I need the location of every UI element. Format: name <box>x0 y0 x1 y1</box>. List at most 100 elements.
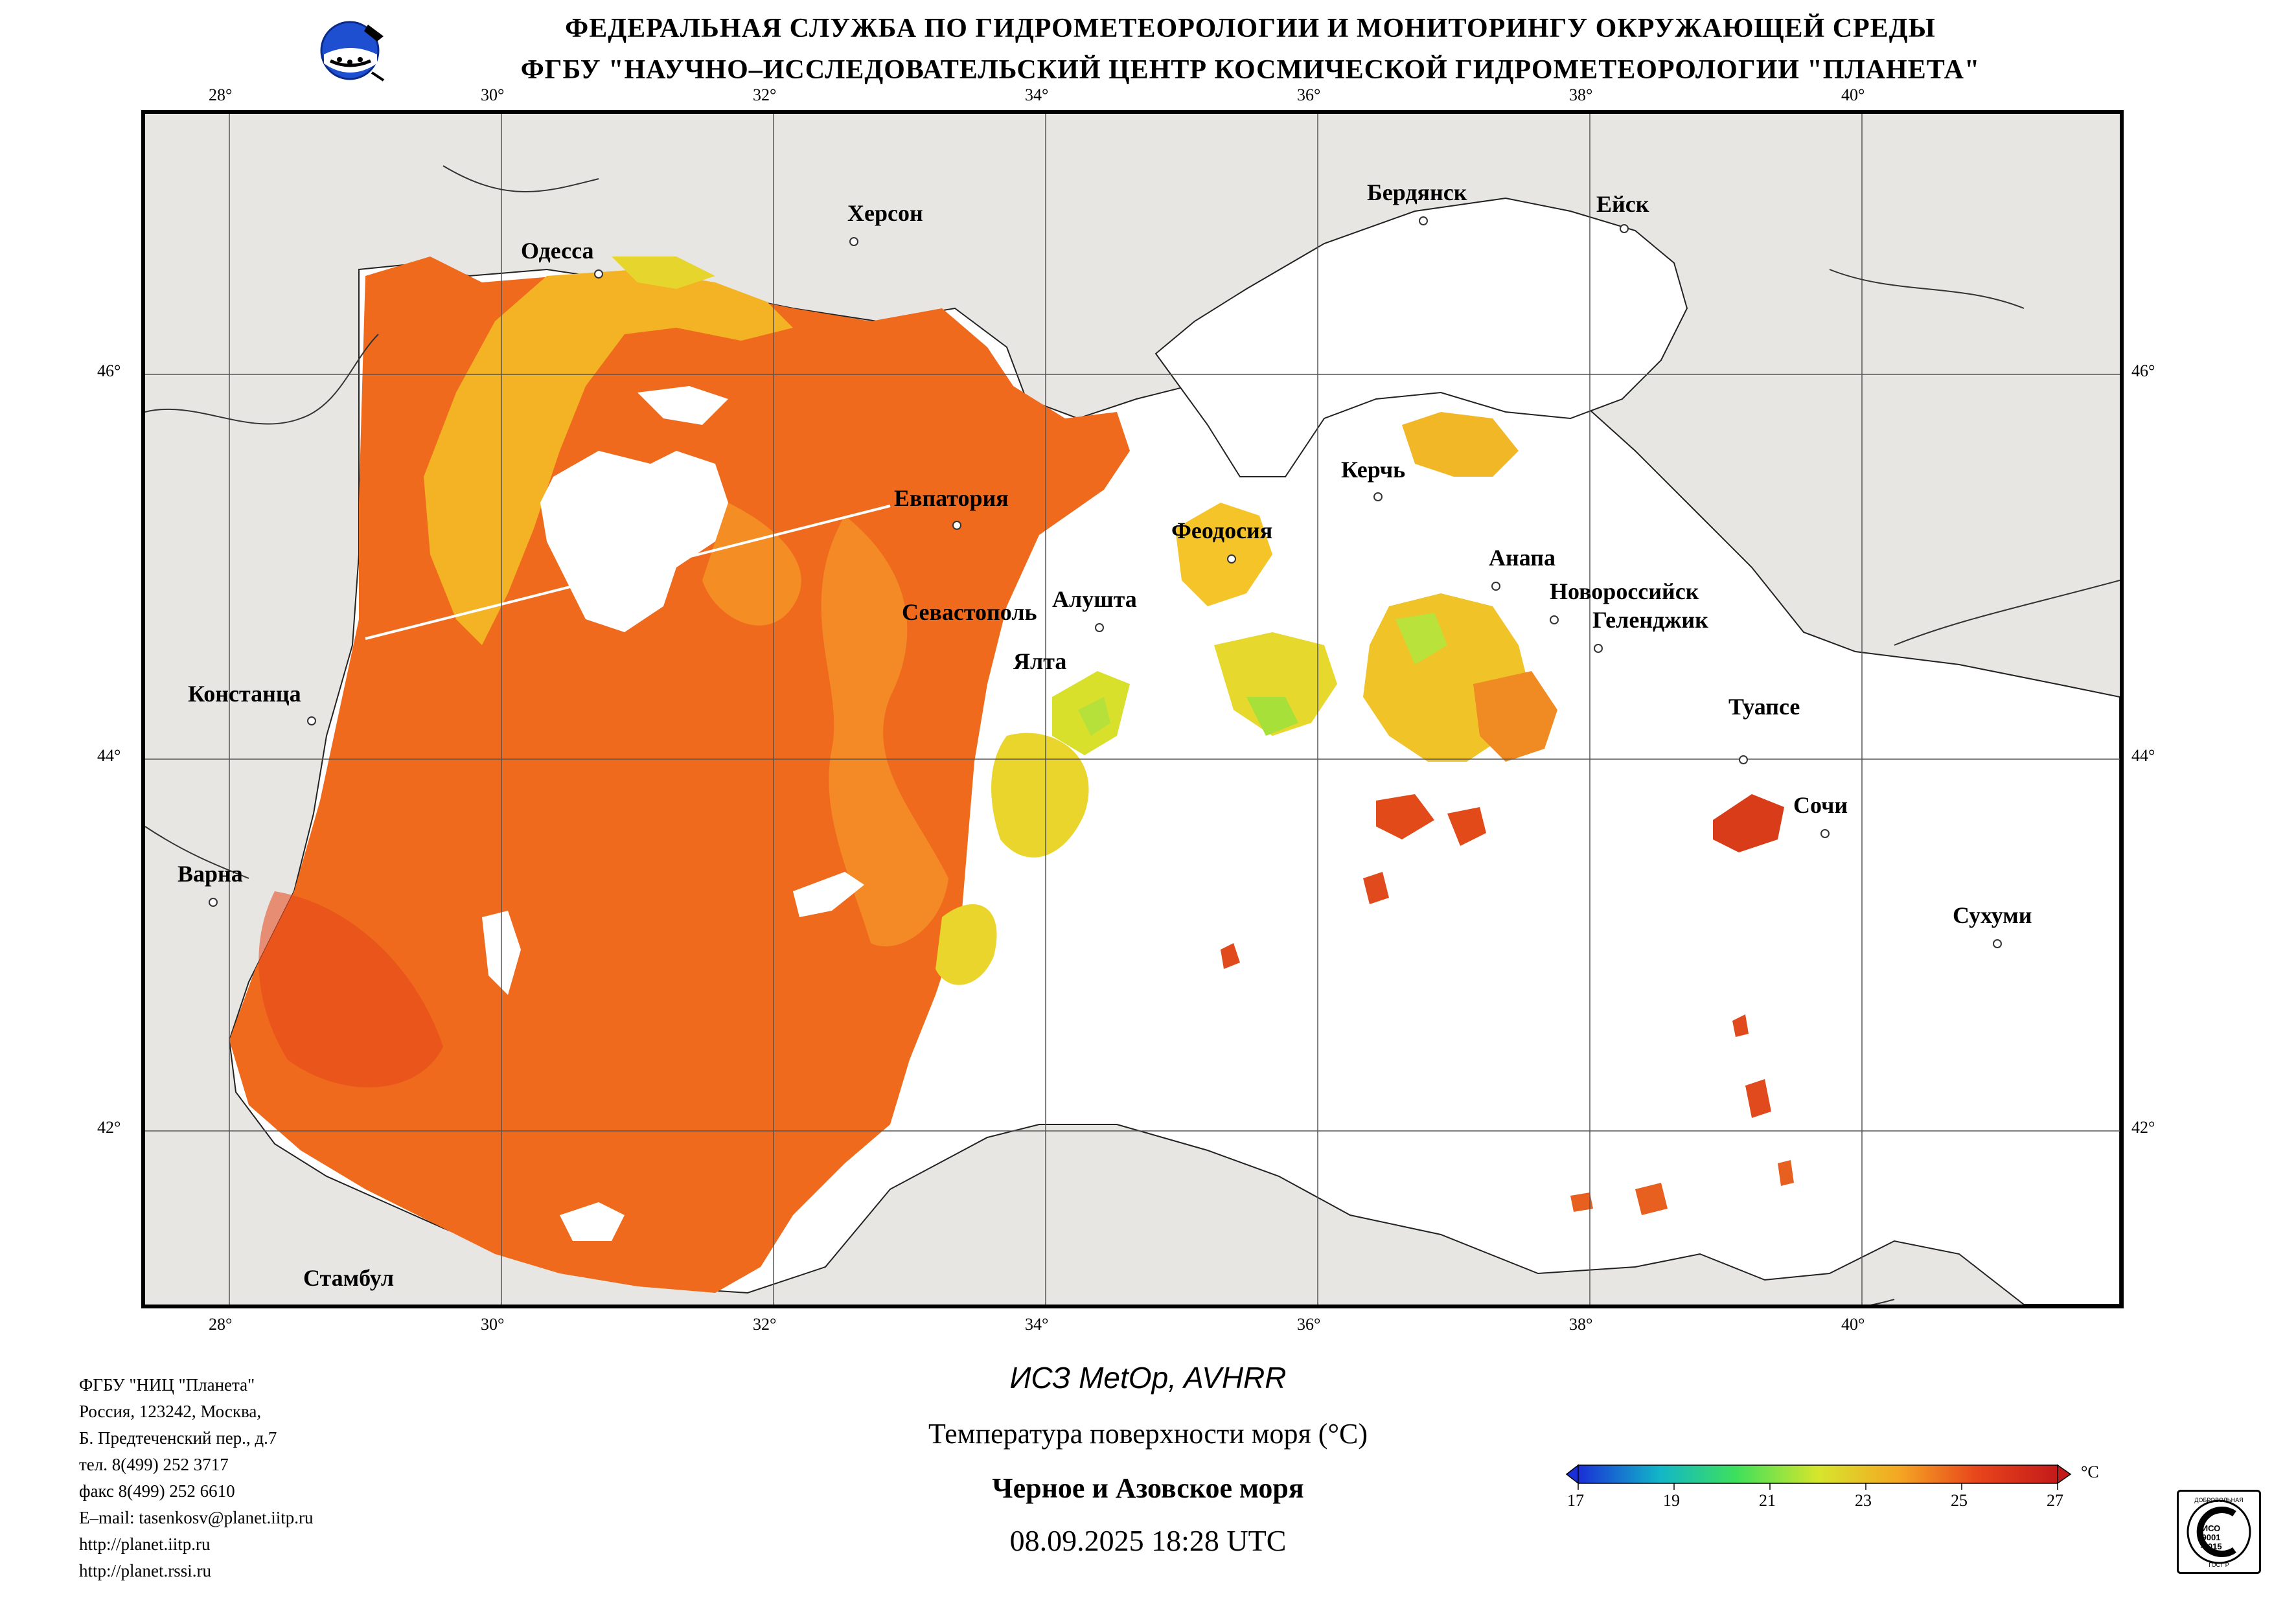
address-url-1[interactable]: http://planet.iitp.ru <box>79 1534 211 1554</box>
cloud-patch <box>540 451 728 632</box>
city-marker <box>1095 623 1104 632</box>
sst-warm-zone <box>1713 794 1784 852</box>
lat-tick-right: 44° <box>2131 746 2155 765</box>
city-marker <box>1820 829 1830 838</box>
sst-yellow-zone <box>424 269 793 645</box>
sst-warm-zone <box>1732 1014 1749 1037</box>
sst-yellow-zone <box>612 256 715 289</box>
lon-tick-bottom: 30° <box>481 1315 505 1334</box>
city-label-constanta: Констанца <box>188 681 301 707</box>
header-line-2: ФГБУ "НАУЧНО–ИССЛЕДОВАТЕЛЬСКИЙ ЦЕНТР КОС… <box>520 55 1980 85</box>
city-marker <box>594 269 603 279</box>
city-marker <box>952 521 961 530</box>
lat-tick-left: 44° <box>97 746 121 765</box>
city-marker <box>307 716 316 725</box>
lon-tick-top: 38° <box>1569 85 1593 104</box>
city-label-evpatoria: Евпатория <box>894 485 1009 511</box>
sst-warm-zone <box>1570 1192 1593 1212</box>
colorbar-label: 19 <box>1663 1491 1680 1510</box>
address-url-2[interactable]: http://planet.rssi.ru <box>79 1561 211 1580</box>
city-marker <box>1227 554 1236 564</box>
colorbar-label: 17 <box>1567 1491 1584 1510</box>
lon-tick-top: 34° <box>1025 85 1049 104</box>
city-label-gelendzhik: Геленджик <box>1592 607 1708 633</box>
lon-tick-top: 40° <box>1841 85 1865 104</box>
address-org: ФГБУ "НИЦ "Планета" <box>79 1375 255 1395</box>
city-label-yalta: Ялта <box>1013 648 1067 674</box>
sst-warm-zone <box>258 891 443 1088</box>
header-line-1: ФЕДЕРАЛЬНАЯ СЛУЖБА ПО ГИДРОМЕТЕОРОЛОГИИ … <box>565 14 1936 43</box>
sst-warm-zone <box>1635 1183 1668 1215</box>
address-phone: тел. 8(499) 252 3717 <box>79 1455 229 1474</box>
city-marker <box>1993 939 2002 948</box>
datetime-label: 08.09.2025 18:28 UTC <box>1009 1524 1287 1557</box>
city-label-odessa: Одесса <box>521 238 594 264</box>
city-label-novorossiysk: Новороссийск <box>1550 578 1699 604</box>
sst-green-zone <box>1078 697 1110 736</box>
sst-yellow-zone <box>1175 503 1272 606</box>
city-marker <box>1594 644 1603 653</box>
city-label-tuapse: Туапсе <box>1728 694 1800 720</box>
sst-cool-band <box>821 516 948 947</box>
cloud-patch <box>560 1202 625 1241</box>
city-marker <box>1491 582 1500 591</box>
city-label-varna: Варна <box>178 861 243 887</box>
lat-tick-right: 42° <box>2131 1118 2155 1137</box>
planeta-logo <box>316 18 389 85</box>
iso-mid-text: ИСО 9001 -2015 <box>2200 1523 2222 1551</box>
city-marker <box>849 237 858 246</box>
lon-tick-bottom: 34° <box>1025 1315 1049 1334</box>
lat-tick-right: 46° <box>2131 361 2155 380</box>
sst-warm-zone <box>1778 1160 1794 1186</box>
city-label-anapa: Анапа <box>1489 545 1556 571</box>
graticule <box>145 114 2120 1305</box>
cloud-patch <box>637 386 728 425</box>
city-label-alushta: Алушта <box>1052 586 1137 612</box>
satellite-label: ИСЗ MetOp, AVHRR <box>1009 1361 1287 1395</box>
lon-tick-bottom: 40° <box>1841 1315 1865 1334</box>
sst-warm-zone <box>1376 794 1434 839</box>
city-label-yeysk: Ейск <box>1596 191 1649 217</box>
iso-certification-badge: ДОБРОВОЛЬНАЯ ИСО 9001 -2015 ГОСТ Р <box>2177 1490 2261 1574</box>
city-marker <box>1739 755 1748 764</box>
colorbar <box>1565 1464 2072 1490</box>
lon-tick-top: 28° <box>209 85 233 104</box>
address-line-2: Б. Предтеченский пер., д.7 <box>79 1428 277 1448</box>
sst-warm-zone <box>1363 872 1389 904</box>
lat-tick-left: 46° <box>97 361 121 380</box>
city-label-istanbul: Стамбул <box>303 1265 395 1291</box>
city-label-feodosia: Феодосия <box>1171 518 1273 543</box>
lon-tick-top: 30° <box>481 85 505 104</box>
sst-orange-zone <box>1473 671 1557 762</box>
sst-map <box>141 110 2124 1308</box>
sst-map-canvas <box>145 114 2120 1305</box>
lon-tick-bottom: 38° <box>1569 1315 1593 1334</box>
azov-sea-outline <box>1154 197 1688 477</box>
city-marker <box>1373 492 1383 501</box>
lat-tick-left: 42° <box>97 1118 121 1137</box>
address-email[interactable]: E–mail: tasenkosv@planet.iitp.ru <box>79 1508 314 1527</box>
city-marker <box>1419 216 1428 225</box>
sst-cool-band <box>702 503 801 626</box>
city-marker <box>1550 615 1559 624</box>
sst-green-zone <box>1395 613 1447 665</box>
sst-warm-zone <box>1447 807 1486 846</box>
city-label-kherson: Херсон <box>847 200 923 226</box>
iso-bottom-text: ГОСТ Р <box>2209 1562 2229 1568</box>
colorbar-label: 23 <box>1855 1491 1872 1510</box>
city-label-sevastopol: Севастополь <box>902 599 1037 625</box>
lon-tick-bottom: 28° <box>209 1315 233 1334</box>
colorbar-label: 25 <box>1951 1491 1968 1510</box>
colorbar-label: 27 <box>2047 1491 2063 1510</box>
parameter-label: Температура поверхности моря (°C) <box>928 1418 1368 1450</box>
city-label-sochi: Сочи <box>1793 792 1848 818</box>
city-label-kerch: Керчь <box>1341 457 1406 483</box>
city-marker <box>1620 224 1629 233</box>
sst-yellow-zone <box>1402 412 1519 477</box>
lon-tick-top: 36° <box>1297 85 1321 104</box>
transect-line <box>365 505 891 640</box>
lon-tick-bottom: 32° <box>753 1315 777 1334</box>
cloud-patch <box>793 872 864 917</box>
colorbar-unit: °C <box>2081 1463 2099 1481</box>
region-label: Черное и Азовское моря <box>992 1472 1304 1504</box>
